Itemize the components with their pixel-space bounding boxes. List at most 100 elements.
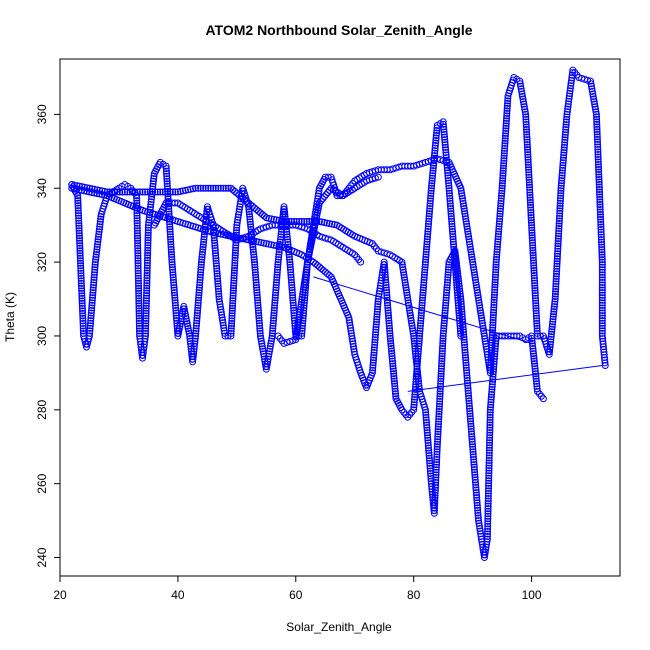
data-point bbox=[498, 179, 506, 187]
data-point bbox=[476, 304, 484, 312]
data-point bbox=[399, 266, 407, 274]
data-point bbox=[532, 299, 540, 307]
data-point bbox=[299, 286, 307, 294]
data-point bbox=[390, 372, 398, 380]
data-point bbox=[425, 452, 433, 460]
data-point bbox=[497, 202, 505, 210]
data-point bbox=[128, 188, 136, 196]
data-point bbox=[487, 396, 495, 404]
data-point bbox=[550, 305, 558, 313]
data-point bbox=[199, 246, 207, 254]
data-point bbox=[439, 334, 447, 342]
data-point bbox=[194, 301, 202, 309]
data-point bbox=[518, 87, 526, 95]
data-point bbox=[228, 317, 236, 325]
data-point bbox=[464, 389, 472, 397]
data-point bbox=[531, 279, 539, 287]
data-point bbox=[482, 546, 490, 554]
data-point bbox=[461, 351, 469, 359]
data-point bbox=[144, 231, 152, 239]
data-point bbox=[288, 217, 296, 225]
data-point bbox=[490, 303, 498, 311]
data-point bbox=[389, 360, 397, 368]
data-point bbox=[384, 306, 392, 314]
data-point bbox=[449, 228, 457, 236]
data-point bbox=[485, 454, 493, 462]
data-point bbox=[277, 235, 285, 243]
data-point bbox=[495, 217, 503, 225]
data-point bbox=[312, 216, 320, 224]
data-point bbox=[370, 346, 378, 354]
data-point bbox=[97, 215, 105, 223]
data-point bbox=[76, 257, 84, 265]
data-point bbox=[598, 304, 606, 312]
data-point bbox=[143, 259, 151, 267]
data-point bbox=[593, 135, 601, 143]
data-point bbox=[472, 281, 480, 289]
data-point bbox=[429, 167, 437, 175]
data-point bbox=[451, 261, 459, 269]
data-point bbox=[425, 449, 433, 457]
data-point bbox=[532, 307, 540, 315]
data-point bbox=[251, 268, 259, 276]
data-point bbox=[295, 316, 303, 324]
data-point bbox=[599, 340, 607, 348]
data-point bbox=[521, 105, 529, 113]
data-point bbox=[428, 177, 436, 185]
data-point bbox=[490, 298, 498, 306]
data-point bbox=[594, 148, 602, 156]
data-point bbox=[142, 322, 150, 330]
data-point bbox=[464, 379, 472, 387]
data-point bbox=[529, 249, 537, 257]
data-point bbox=[560, 146, 568, 154]
data-point bbox=[194, 299, 202, 307]
data-point bbox=[428, 482, 436, 490]
data-point bbox=[247, 220, 255, 228]
data-point bbox=[526, 183, 534, 191]
data-point bbox=[467, 422, 475, 430]
data-point bbox=[553, 257, 561, 265]
data-point bbox=[77, 267, 85, 275]
data-point bbox=[368, 369, 376, 377]
data-point bbox=[461, 212, 469, 220]
data-point bbox=[440, 319, 448, 327]
data-point bbox=[441, 312, 449, 320]
data-point bbox=[162, 165, 170, 173]
data-point bbox=[198, 251, 206, 259]
data-point bbox=[229, 292, 237, 300]
data-point bbox=[254, 306, 262, 314]
data-point bbox=[293, 331, 301, 339]
data-point bbox=[75, 234, 83, 242]
data-point bbox=[432, 466, 440, 474]
data-point bbox=[477, 530, 485, 538]
data-point bbox=[588, 85, 596, 93]
data-point bbox=[78, 284, 86, 292]
data-point bbox=[436, 385, 444, 393]
data-point bbox=[473, 496, 481, 504]
data-point bbox=[432, 137, 440, 145]
data-point bbox=[438, 347, 446, 355]
data-point bbox=[389, 367, 397, 375]
data-point bbox=[144, 188, 152, 196]
data-point bbox=[493, 250, 501, 258]
data-point bbox=[494, 240, 502, 248]
data-point bbox=[530, 272, 538, 280]
data-point bbox=[546, 345, 554, 353]
data-point bbox=[463, 377, 471, 385]
data-point bbox=[468, 256, 476, 264]
data-point bbox=[383, 294, 391, 302]
data-point bbox=[595, 180, 603, 188]
data-point bbox=[143, 256, 151, 264]
data-point bbox=[444, 171, 452, 179]
data-point bbox=[271, 291, 279, 299]
data-point bbox=[224, 184, 232, 192]
data-point bbox=[598, 314, 606, 322]
data-point bbox=[557, 184, 565, 192]
data-point bbox=[384, 309, 392, 317]
data-point bbox=[471, 468, 479, 476]
data-point bbox=[483, 540, 491, 548]
data-point bbox=[425, 212, 433, 220]
data-point bbox=[598, 332, 606, 340]
data-point bbox=[497, 197, 505, 205]
data-point bbox=[75, 212, 83, 220]
